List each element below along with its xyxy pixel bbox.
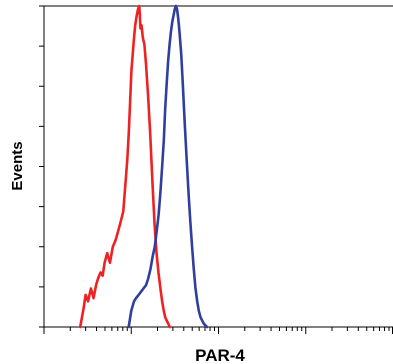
series-group [78,4,209,329]
histogram-series-1 [78,4,172,329]
x-axis-ticks [43,327,393,334]
y-axis-ticks [39,5,44,328]
histogram-series-2 [127,4,209,329]
x-axis-label: PAR-4 [195,346,245,364]
y-axis-label: Events [9,141,26,190]
plot-frame [43,5,393,328]
